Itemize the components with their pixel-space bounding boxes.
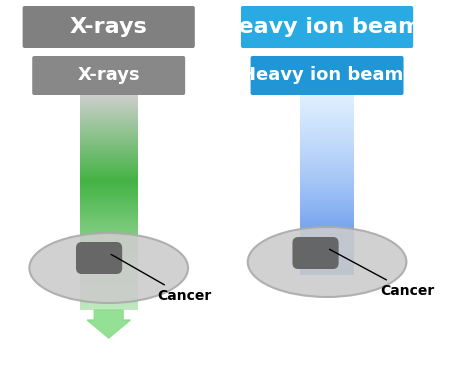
FancyBboxPatch shape — [292, 237, 338, 269]
Text: Heavy ion beams: Heavy ion beams — [240, 66, 413, 84]
Text: Heavy ion beams: Heavy ion beams — [219, 17, 433, 37]
FancyBboxPatch shape — [76, 242, 122, 274]
Ellipse shape — [247, 227, 405, 297]
Text: X-rays: X-rays — [70, 17, 147, 37]
FancyBboxPatch shape — [240, 6, 412, 48]
Ellipse shape — [29, 233, 187, 303]
FancyArrow shape — [87, 310, 130, 338]
FancyBboxPatch shape — [32, 56, 185, 95]
Text: X-rays: X-rays — [77, 66, 140, 84]
Text: Cancer: Cancer — [111, 254, 211, 303]
FancyBboxPatch shape — [23, 6, 194, 48]
Text: Cancer: Cancer — [329, 249, 433, 298]
FancyBboxPatch shape — [250, 56, 403, 95]
